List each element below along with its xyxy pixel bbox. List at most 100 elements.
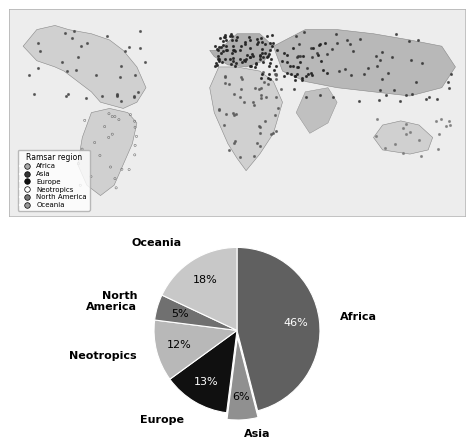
Point — [446, 121, 454, 128]
Polygon shape — [210, 67, 283, 171]
Polygon shape — [296, 88, 337, 133]
Point — [219, 58, 226, 65]
Point — [262, 41, 269, 48]
Point — [214, 46, 221, 53]
Point — [112, 184, 120, 191]
Point — [131, 152, 138, 159]
Point — [107, 163, 114, 171]
Point — [266, 60, 274, 67]
Point — [390, 87, 397, 94]
Point — [215, 55, 222, 62]
Point — [328, 45, 336, 52]
Point — [384, 70, 392, 77]
Point — [402, 91, 410, 98]
Point — [417, 152, 425, 159]
Text: Europe: Europe — [140, 415, 184, 425]
Point — [237, 85, 244, 93]
Point — [396, 97, 403, 104]
Point — [234, 33, 241, 40]
Point — [262, 49, 269, 56]
Point — [257, 92, 264, 99]
Point — [422, 95, 430, 102]
Point — [73, 66, 80, 74]
Text: Asia: Asia — [244, 429, 270, 439]
Point — [96, 152, 104, 159]
Point — [230, 47, 237, 54]
Point — [334, 39, 341, 47]
Point — [316, 41, 323, 48]
Polygon shape — [273, 30, 456, 96]
Point — [261, 117, 269, 124]
Point — [293, 70, 301, 78]
Point — [294, 53, 301, 60]
Point — [236, 94, 243, 101]
Wedge shape — [154, 320, 237, 379]
Point — [131, 72, 138, 79]
Text: 46%: 46% — [284, 318, 309, 328]
Point — [266, 75, 273, 82]
Point — [126, 43, 133, 51]
Point — [211, 43, 219, 50]
Wedge shape — [162, 248, 237, 330]
Point — [217, 44, 225, 51]
Point — [113, 93, 121, 100]
Point — [316, 92, 324, 99]
Point — [101, 123, 109, 130]
Point — [418, 59, 426, 66]
Point — [437, 115, 444, 122]
Point — [265, 62, 273, 69]
Point — [237, 43, 245, 50]
Text: Africa: Africa — [340, 312, 377, 323]
Point — [117, 98, 125, 105]
Point — [116, 73, 123, 80]
Point — [435, 131, 442, 138]
Point — [131, 142, 139, 149]
Point — [141, 59, 149, 66]
Wedge shape — [155, 295, 237, 330]
Point — [272, 72, 280, 79]
Point — [332, 30, 340, 37]
Point — [213, 62, 221, 69]
Point — [122, 47, 129, 54]
Point — [249, 98, 256, 105]
Point — [292, 73, 299, 80]
Point — [131, 93, 138, 101]
Point — [444, 78, 452, 85]
Point — [134, 88, 142, 95]
Point — [243, 51, 250, 58]
Point — [258, 49, 266, 56]
Point — [347, 71, 355, 78]
Point — [127, 111, 134, 118]
Point — [251, 84, 259, 91]
Point — [70, 27, 78, 34]
Point — [35, 40, 42, 47]
Point — [222, 47, 229, 54]
Point — [215, 57, 222, 64]
Point — [329, 93, 337, 101]
Text: North
America: North America — [86, 291, 137, 312]
Point — [118, 166, 126, 173]
Point — [341, 66, 348, 73]
Point — [74, 54, 82, 61]
Point — [105, 134, 112, 141]
Point — [267, 130, 274, 137]
Point — [399, 150, 407, 157]
Point — [268, 42, 275, 49]
Point — [346, 40, 354, 47]
Point — [318, 57, 325, 64]
Point — [291, 76, 299, 83]
Point — [220, 121, 228, 128]
Point — [77, 42, 84, 49]
Point — [258, 71, 265, 78]
Point — [222, 37, 230, 44]
Point — [269, 129, 277, 136]
Point — [290, 44, 297, 51]
Point — [407, 57, 414, 64]
Point — [221, 73, 228, 80]
Point — [323, 69, 330, 76]
Point — [293, 54, 301, 61]
Point — [302, 73, 310, 80]
Point — [383, 92, 390, 99]
Point — [310, 45, 317, 52]
Point — [230, 58, 237, 65]
